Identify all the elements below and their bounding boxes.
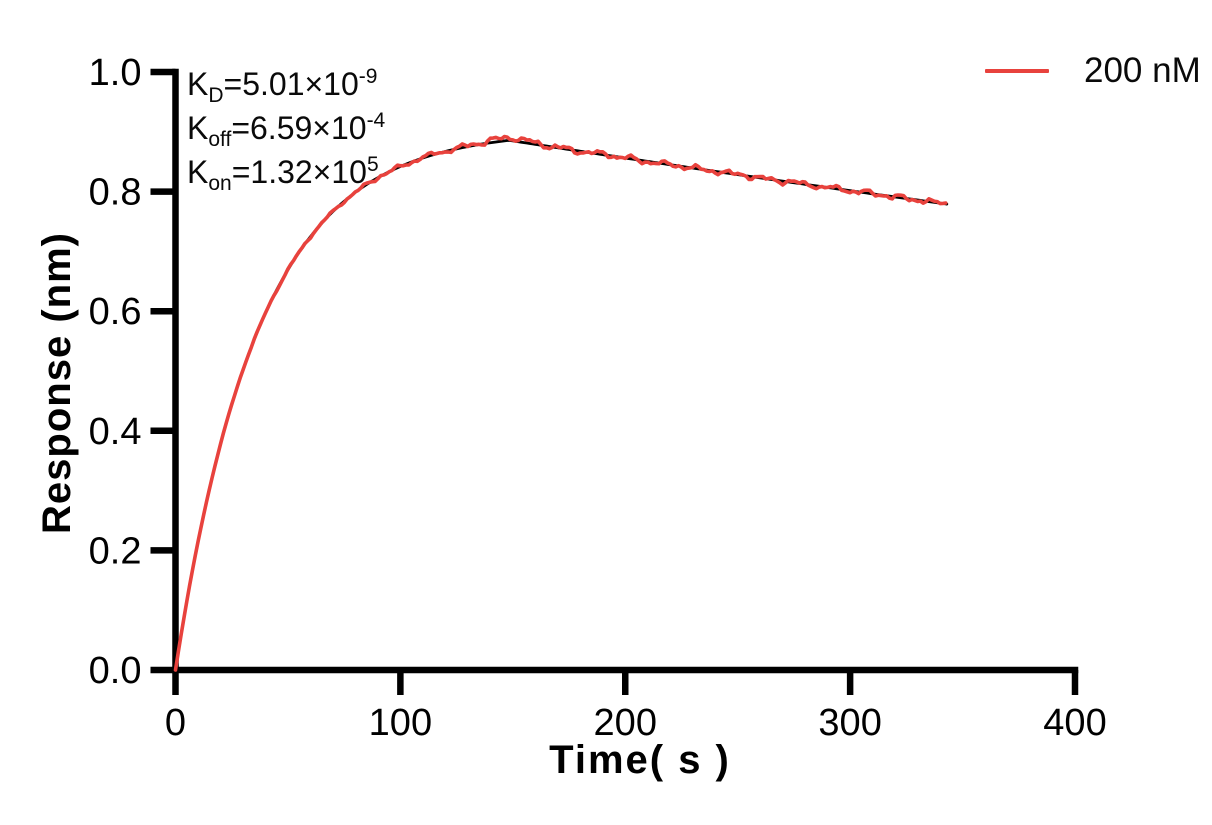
x-tick-label: 0 [165,702,186,744]
y-tick-label: 0.4 [89,411,142,453]
x-tick-label: 100 [369,702,432,744]
x-tick-label: 300 [818,702,881,744]
kinetic-constants-annotation: KD=5.01×10-9 Koff=6.59×10-4 Kon=1.32×105 [187,62,385,194]
legend: 200 nM [985,51,1201,90]
x-axis-title: Time( s ) [549,738,731,782]
measured-curve [173,134,948,672]
annotation-kon: Kon=1.32×105 [187,153,379,195]
annotation-kd: KD=5.01×10-9 [187,65,378,107]
y-tick-label: 0.8 [89,172,142,214]
y-axis-title: Response (nm) [35,232,79,534]
legend-label: 200 nM [1084,51,1201,90]
y-tick-label: 0.0 [89,650,142,692]
x-tick-label: 200 [594,702,657,744]
fit-curve [174,139,949,672]
y-tick-label: 0.6 [89,291,142,333]
y-tick-label: 1.0 [89,52,142,94]
annotation-koff: Koff=6.59×10-4 [187,109,386,151]
y-tick-label: 0.2 [89,530,142,572]
legend-line-icon [985,69,1049,73]
x-tick-label: 400 [1043,702,1106,744]
